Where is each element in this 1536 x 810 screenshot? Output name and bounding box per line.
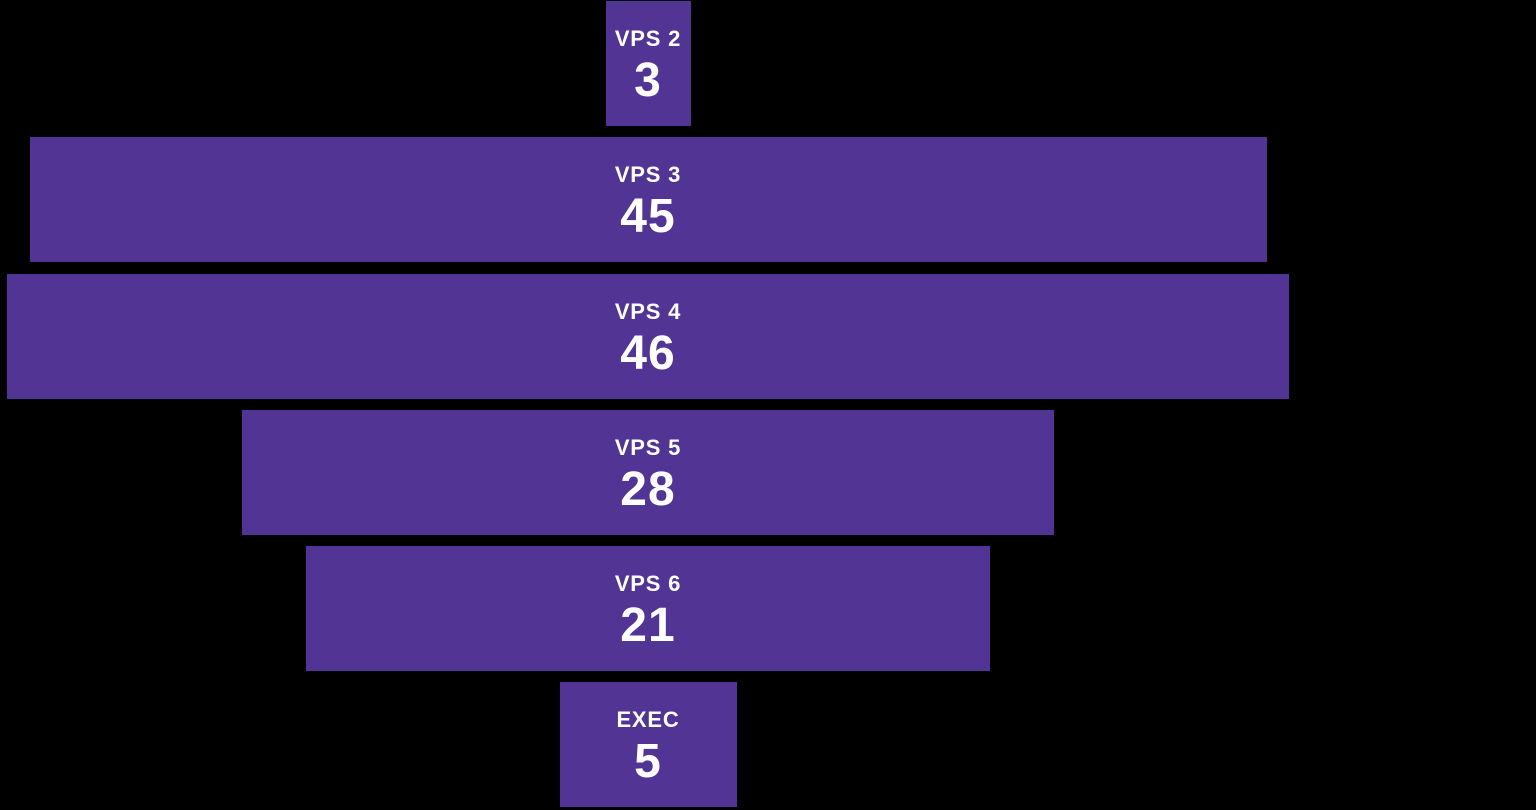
funnel-row: VPS 5 28 — [0, 409, 1296, 535]
funnel-segment-vps-2[interactable]: VPS 2 3 — [605, 1, 691, 126]
funnel-segment-vps-4[interactable]: VPS 4 46 — [7, 273, 1289, 399]
segment-value: 5 — [634, 735, 662, 789]
segment-value: 3 — [634, 54, 662, 107]
segment-value: 21 — [620, 599, 676, 653]
segment-label: VPS 3 — [614, 162, 682, 188]
funnel-row: EXEC 5 — [0, 682, 1296, 808]
funnel-segment-vps-3[interactable]: VPS 3 45 — [29, 137, 1267, 263]
funnel-segment-exec[interactable]: EXEC 5 — [559, 682, 737, 808]
segment-label: EXEC — [616, 707, 680, 733]
funnel-row: VPS 4 46 — [0, 273, 1296, 399]
funnel-row: VPS 3 45 — [0, 137, 1296, 263]
funnel-segment-vps-5[interactable]: VPS 5 28 — [242, 409, 1054, 535]
funnel-row: VPS 2 3 — [0, 1, 1296, 126]
segment-label: VPS 5 — [614, 434, 682, 460]
segment-value: 46 — [620, 326, 676, 380]
funnel-segments: VPS 2 3 VPS 3 45 VPS 4 46 VPS 5 28 V — [0, 1, 1296, 808]
funnel-segment-vps-6[interactable]: VPS 6 21 — [306, 546, 990, 672]
funnel-row: VPS 6 21 — [0, 546, 1296, 672]
segment-label: VPS 4 — [614, 298, 682, 324]
segment-value: 28 — [620, 462, 676, 516]
segment-value: 45 — [620, 190, 676, 244]
segment-label: VPS 6 — [614, 571, 682, 597]
segment-label: VPS 2 — [614, 26, 682, 51]
